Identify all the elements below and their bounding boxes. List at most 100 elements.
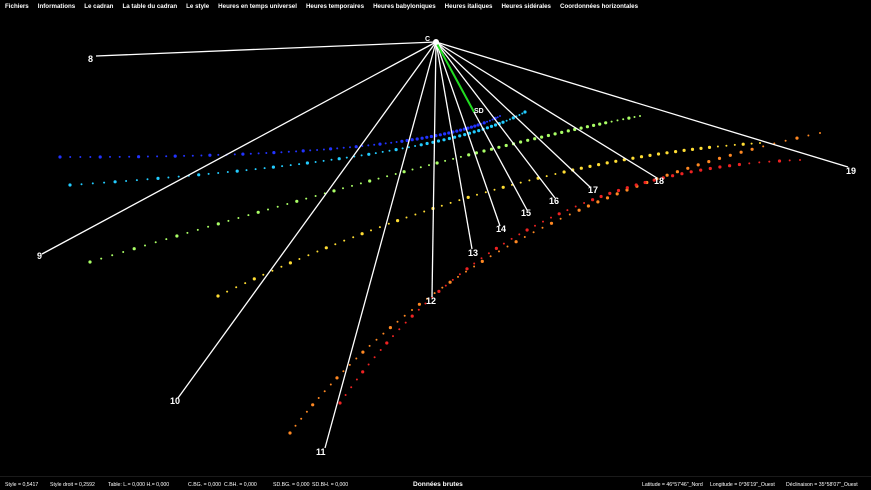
curve-dot <box>505 119 508 122</box>
curve-dot <box>631 156 635 160</box>
curve-dot <box>411 168 414 171</box>
cbh-value: C.BH. = 0,000 <box>224 482 257 488</box>
curve-dot <box>519 181 522 184</box>
curve-dot <box>281 165 284 168</box>
curve-dot <box>665 173 669 177</box>
curve-dot <box>329 147 333 151</box>
curve-dot <box>675 170 680 174</box>
curve-dot <box>208 153 212 157</box>
curve-dot <box>349 146 351 149</box>
curve-dot <box>591 198 595 202</box>
curve-dot <box>510 237 513 240</box>
hour-label-17: 17 <box>588 185 598 195</box>
curve-dot <box>249 152 252 155</box>
table-value: Table: L.= 0,000 H.= 0,000 <box>108 482 170 488</box>
curve-dot <box>237 217 240 219</box>
curve-dot <box>394 173 397 175</box>
curve-dot <box>334 243 337 246</box>
hour-label-8: 8 <box>88 54 93 64</box>
curve-dot <box>417 302 421 306</box>
menu-table-du-cadran[interactable]: La table du cadran <box>122 2 178 10</box>
hour-line-11 <box>324 41 437 449</box>
menu-fichiers[interactable]: Fichiers <box>5 2 29 10</box>
curve-dot <box>252 277 256 281</box>
curve-dot <box>244 282 247 285</box>
curve-dot <box>207 225 210 228</box>
latitude-value: Latitude = 46°57'46"_Nord <box>642 482 703 488</box>
menu-heures-temporaires[interactable]: Heures temporaires <box>305 2 365 10</box>
curve-dot <box>509 118 511 121</box>
curve-dot <box>633 116 636 118</box>
curve-dot <box>482 121 486 125</box>
curve-dot <box>367 152 371 156</box>
curve-dot <box>488 119 491 122</box>
curve-dot <box>433 292 436 295</box>
curve-dot <box>361 370 365 374</box>
curve-dot <box>639 115 641 117</box>
curve-dot <box>504 143 508 148</box>
curve-dot <box>300 417 303 420</box>
curve-dot <box>477 129 481 133</box>
curve-dot <box>272 151 276 155</box>
curve-dot <box>335 376 339 380</box>
curve-dot <box>489 124 494 128</box>
menu-heures-babyloniques[interactable]: Heures babyloniques <box>373 2 436 10</box>
curve-dot <box>465 267 469 271</box>
hour-line-16 <box>435 41 556 199</box>
menu-heures-temps-universel[interactable]: Heures en temps universel <box>218 2 297 10</box>
curve-dot <box>476 123 480 127</box>
curve-dot <box>402 170 406 174</box>
menu-heures-italiques[interactable]: Heures italiques <box>444 2 493 10</box>
curve-dot <box>337 157 341 161</box>
curve-dot <box>342 370 345 373</box>
curve-dot <box>351 184 353 187</box>
curve-dot <box>459 128 463 132</box>
curve-dot <box>79 156 82 158</box>
curve-dot <box>420 136 424 140</box>
curve-dot <box>80 183 83 186</box>
curve-dot <box>183 154 186 157</box>
curve-dot <box>226 290 229 293</box>
curve-dot <box>494 246 498 250</box>
curve-dot <box>367 144 370 147</box>
curve-dot <box>758 161 761 164</box>
curve-dot <box>109 155 111 158</box>
curve-dot <box>122 251 125 253</box>
hour-label-14: 14 <box>496 224 506 234</box>
menu-coordonnees-horizontales[interactable]: Coordonnées horizontales <box>560 2 639 10</box>
curve-dot <box>795 136 799 140</box>
curve-dot <box>493 188 496 191</box>
curve-dot <box>388 326 392 330</box>
curve-dot <box>585 125 590 129</box>
curve-dot <box>566 129 570 133</box>
sd-label: SD <box>474 108 484 115</box>
menu-heures-siderales[interactable]: Heures sidérales <box>501 2 551 10</box>
curve-dot <box>317 397 320 399</box>
hour-label-13: 13 <box>468 248 478 258</box>
curve-dot <box>207 172 210 175</box>
curve-dot <box>146 155 149 158</box>
curve-dot <box>596 200 600 204</box>
curve-dot <box>549 221 554 225</box>
curve-dot <box>707 160 711 164</box>
menu-le-cadran[interactable]: Le cadran <box>84 2 114 10</box>
curve-dot <box>332 189 336 193</box>
curve-dot <box>68 183 72 187</box>
curve-dot <box>165 238 168 241</box>
menu-le-style[interactable]: Le style <box>186 2 210 10</box>
curve-dot <box>501 120 505 124</box>
curve-dot <box>305 410 308 413</box>
curve-dot <box>696 163 700 167</box>
curve-dot <box>384 142 387 145</box>
curve-dot <box>614 159 618 163</box>
curve-dot <box>497 145 501 149</box>
curve-dot <box>485 126 489 130</box>
curve-dot <box>699 168 703 172</box>
curve-dot <box>344 394 347 396</box>
curve-dot <box>444 284 447 287</box>
curve-dot <box>323 390 326 393</box>
curve-dot <box>226 171 229 173</box>
curve-dot <box>91 182 94 185</box>
menu-informations[interactable]: Informations <box>37 2 76 10</box>
curve-dot <box>656 152 661 156</box>
